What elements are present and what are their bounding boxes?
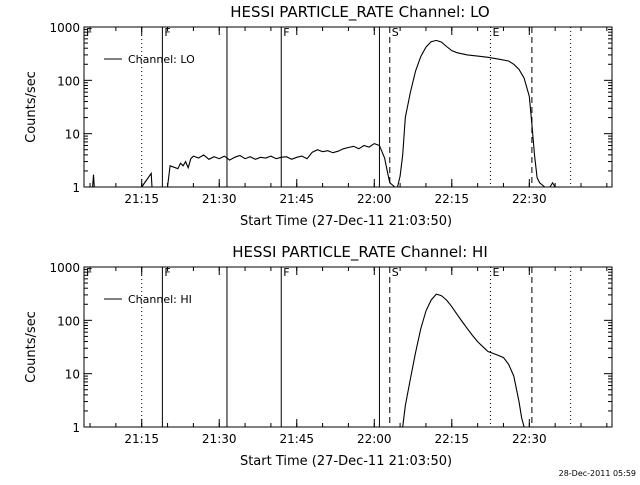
legend-label: Channel: LO [128,53,195,66]
x-axis-label: Start Time (27-Dec-11 21:03:50) [240,454,452,469]
corner-flag: F [86,26,92,39]
chart-title: HESSI PARTICLE_RATE Channel: LO [230,3,489,22]
x-tick-label: 21:45 [279,432,314,446]
y-tick-label: 100 [57,74,80,88]
marker-label: F [164,266,170,279]
plot-frame [83,266,613,428]
x-tick-label: 22:30 [512,192,547,206]
y-axis-label: Counts/sec [24,71,39,143]
x-tick-label: 22:00 [357,432,392,446]
legend-label: Channel: HI [128,293,192,306]
x-tick-label: 21:15 [124,432,159,446]
x-tick-label: 22:15 [434,192,469,206]
corner-flag: F [86,266,92,279]
marker-label: F [283,266,289,279]
x-tick-label: 21:30 [202,192,237,206]
x-axis-label: Start Time (27-Dec-11 21:03:50) [240,214,452,229]
legend: Channel: HI [104,293,192,306]
y-tick-label: 1000 [49,261,80,275]
y-axis-label: Counts/sec [24,311,39,383]
x-tick-label: 22:15 [434,432,469,446]
series-line [92,39,556,188]
x-tick-label: 22:00 [357,192,392,206]
x-tick-label: 22:30 [512,432,547,446]
x-tick-label: 21:45 [279,192,314,206]
y-tick-label: 1000 [49,21,80,35]
x-tick-label: 21:15 [124,192,159,206]
chart-title: HESSI PARTICLE_RATE Channel: HI [232,243,488,262]
footer-timestamp: 28-Dec-2011 05:59 [559,469,636,478]
plot-frame [83,26,613,188]
marker-label: S [392,266,399,279]
x-tick-label: 21:30 [202,432,237,446]
y-tick-label: 100 [57,314,80,328]
marker-label: F [164,26,170,39]
y-tick-label: 10 [65,368,80,382]
panel-hi: HESSI PARTICLE_RATE Channel: HI Counts/s… [24,243,613,469]
y-tick-label: 10 [65,128,80,142]
panel-lo: HESSI PARTICLE_RATE Channel: LO Counts/s… [24,3,613,229]
marker-label: E [493,26,500,39]
marker-label: E [493,266,500,279]
legend: Channel: LO [104,53,195,66]
y-tick-label: 1 [72,421,80,435]
marker-label: S [392,26,399,39]
series-line [402,293,525,428]
marker-label: F [283,26,289,39]
y-tick-label: 1 [72,181,80,195]
